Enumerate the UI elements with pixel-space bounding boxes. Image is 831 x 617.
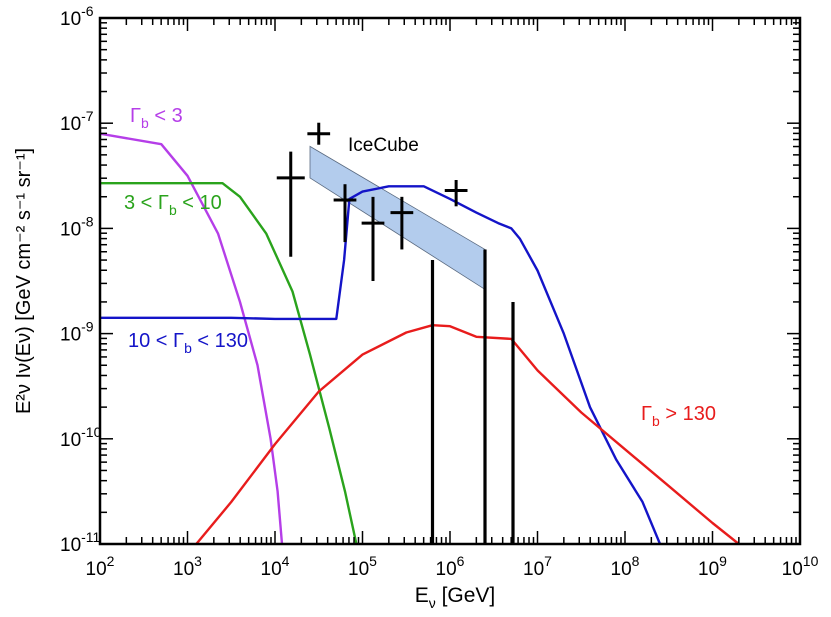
series-label-gamma-3-10: 3 < Γb < 10	[124, 192, 222, 218]
series-line-gamma-3-10	[100, 182, 358, 544]
y-tick-label: 10-10	[60, 424, 102, 451]
icecube-data-point	[276, 151, 305, 257]
y-tick-label: 10-11	[60, 529, 101, 556]
x-tick-label: 106	[436, 553, 465, 580]
icecube-data-point	[444, 180, 468, 207]
y-tick-label: 10-8	[60, 213, 94, 240]
series-label-gamma-10-130: 10 < Γb < 130	[128, 330, 248, 356]
x-tick-label: 103	[173, 553, 202, 580]
series-line-gamma-gt-130	[195, 324, 740, 544]
x-axis-title: Eν [GeV]	[415, 584, 496, 611]
y-tick-label: 10-7	[60, 108, 94, 135]
icecube-data-point	[361, 196, 385, 281]
x-tick-label: 102	[86, 553, 115, 580]
plot-frame	[98, 16, 802, 546]
series-label-gamma-lt-3: Γb < 3	[130, 105, 183, 131]
x-tick-label: 108	[611, 553, 640, 580]
series-label-gamma-gt-130: Γb > 130	[641, 403, 716, 429]
icecube-data-point	[390, 196, 414, 250]
x-tick-label: 104	[261, 553, 290, 580]
x-tick-label: 107	[523, 553, 552, 580]
x-tick-label: 105	[348, 553, 377, 580]
x-tick-label: 109	[698, 553, 727, 580]
x-tick-label: 1010	[782, 553, 819, 580]
icecube-fit-band	[309, 145, 486, 291]
y-axis-title: E²ν Iν(Eν) [GeV cm⁻² s⁻¹ sr⁻¹]	[13, 148, 35, 414]
series-line-gamma-lt-3	[100, 132, 284, 544]
icecube-data-point	[307, 122, 331, 145]
icecube-label: IceCube	[348, 135, 419, 156]
y-tick-label: 10-6	[60, 3, 94, 30]
icecube-data-point	[333, 184, 357, 243]
series-line-gamma-10-130	[100, 185, 662, 544]
y-tick-label: 10-9	[60, 319, 94, 346]
